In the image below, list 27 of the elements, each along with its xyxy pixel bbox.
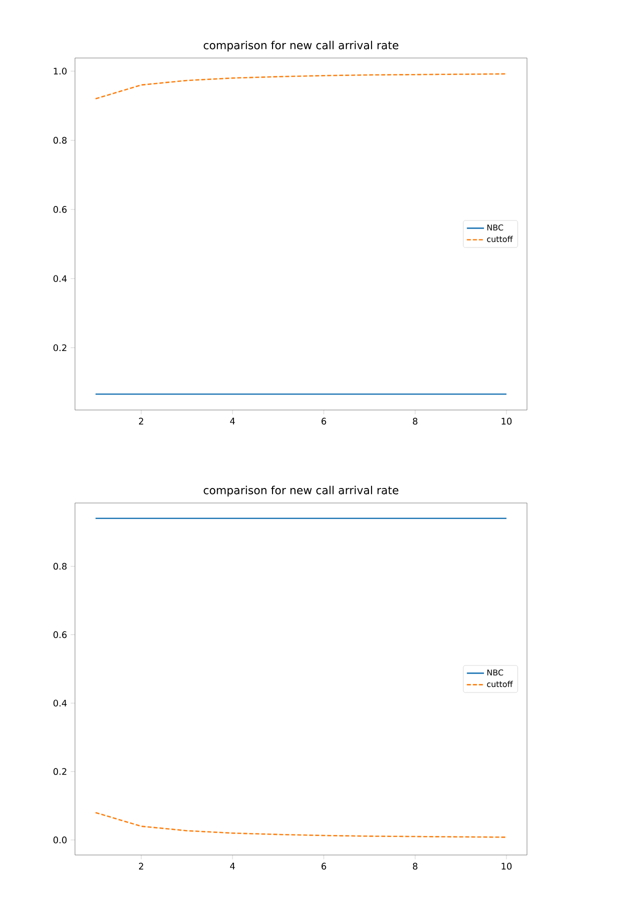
y-tick-label: 0.8 — [53, 562, 67, 570]
y-tick-label: 0.4 — [53, 275, 67, 282]
x-tick-label: 2 — [138, 862, 144, 870]
x-tick-label: 10 — [502, 862, 512, 870]
y-tick-label: 0.4 — [53, 700, 67, 707]
x-tick-label: 2 — [138, 418, 144, 424]
x-tick-label: 10 — [502, 418, 512, 425]
chart-title: comparison for new call arrival rate — [204, 486, 398, 496]
line-series — [94, 812, 508, 838]
x-tick-label: 4 — [230, 862, 235, 870]
x-tick-label: 8 — [412, 418, 418, 425]
y-tick-label: 0.2 — [53, 344, 66, 352]
chart-title: comparison for new call arrival rate — [204, 40, 398, 52]
y-tick-label: 0.0 — [53, 836, 67, 844]
legend-label: NBC — [487, 669, 504, 676]
y-tick-label: 0.2 — [53, 768, 66, 775]
legend-label: cuttoff — [487, 236, 513, 242]
x-tick-label: 4 — [230, 418, 235, 424]
legend-label: cuttoff — [487, 680, 513, 688]
x-tick-label: 6 — [322, 418, 326, 425]
legend-label: NBC — [487, 224, 504, 231]
y-tick-label: 1.0 — [54, 68, 67, 75]
y-tick-label: 0.6 — [53, 631, 67, 638]
y-tick-label: 0.6 — [53, 206, 67, 213]
y-tick-label: 0.8 — [53, 136, 67, 144]
x-tick-label: 8 — [412, 862, 418, 870]
x-tick-label: 6 — [322, 862, 326, 870]
